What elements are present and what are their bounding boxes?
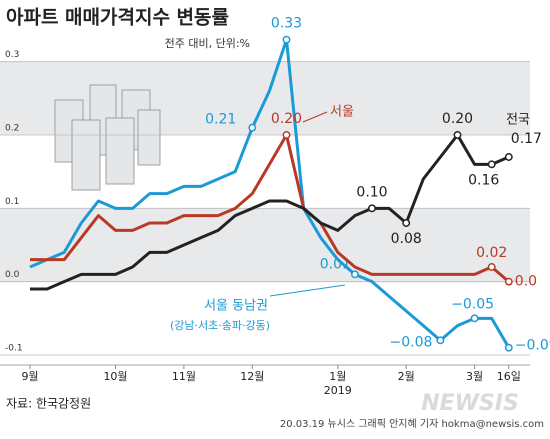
point-marker — [350, 270, 359, 279]
x-tick-label: 11월 — [172, 370, 196, 383]
source: 자료: 한국감정원 — [6, 397, 91, 411]
point-marker — [487, 160, 496, 169]
value-label: −0.09 — [515, 338, 550, 354]
value-label: 0.21 — [205, 112, 236, 128]
y-tick-label: -0.1 — [5, 344, 23, 354]
x-tick-label: 3월 — [466, 370, 483, 383]
point-marker — [402, 219, 411, 227]
value-label: −0.05 — [451, 296, 494, 312]
chart-title: 아파트 매매가격지수 변동률 — [6, 7, 229, 29]
value-label: 0.17 — [511, 131, 542, 147]
point-marker — [436, 336, 445, 345]
value-label: 0.08 — [391, 231, 422, 247]
x-tick-label: 12월 — [240, 370, 264, 383]
point-marker — [504, 343, 513, 352]
series-name: 전국 — [506, 113, 530, 128]
point-marker — [282, 35, 291, 44]
leader-line — [269, 284, 346, 297]
x-year-label: 2019 — [324, 384, 352, 397]
point-marker — [504, 277, 513, 286]
building-illustration — [54, 84, 161, 191]
value-label: 0.20 — [271, 111, 302, 127]
y-tick-label: 0.3 — [5, 50, 19, 60]
value-label: 0.02 — [476, 245, 507, 261]
watermark: NEWSIS — [421, 391, 519, 416]
series-line — [30, 133, 510, 283]
series-name: 서울 — [330, 105, 354, 120]
leader-line — [302, 111, 328, 123]
series-line — [30, 133, 510, 291]
value-label: 0.01 — [320, 256, 351, 272]
y-tick-label: 0.1 — [5, 197, 19, 207]
point-marker — [487, 263, 496, 271]
value-label: 0.16 — [468, 172, 499, 188]
x-tick-label: 9월 — [21, 370, 38, 383]
value-label: −0.08 — [389, 334, 432, 350]
point-marker — [470, 314, 479, 323]
point-marker — [504, 153, 513, 161]
y-tick-label: 0.2 — [5, 124, 19, 134]
chart-subtitle: 전주 대비, 단위:% — [165, 37, 250, 50]
x-tick-label: 16일 — [497, 369, 521, 383]
credit: 20.03.19 뉴시스 그래픽 안지혜 기자 hokma@newsis.com — [280, 418, 544, 430]
x-tick-label: 10월 — [103, 370, 127, 383]
value-label: 0.0 — [515, 274, 537, 290]
series-note: (강남·서초·송파·강동) — [170, 319, 270, 332]
grid-band — [0, 208, 530, 282]
value-label: 0.20 — [442, 111, 473, 127]
x-tick-label: 1월 — [329, 370, 346, 383]
value-label: 0.33 — [271, 16, 302, 32]
series-line — [29, 38, 511, 349]
y-tick-label: 0.0 — [5, 270, 20, 280]
series-name: 서울 동남권 — [204, 299, 268, 314]
point-marker — [248, 123, 257, 132]
value-label: 0.10 — [356, 184, 387, 200]
x-tick-label: 2월 — [398, 370, 415, 383]
point-marker — [368, 204, 376, 213]
point-marker — [453, 131, 462, 139]
point-marker — [282, 131, 291, 139]
